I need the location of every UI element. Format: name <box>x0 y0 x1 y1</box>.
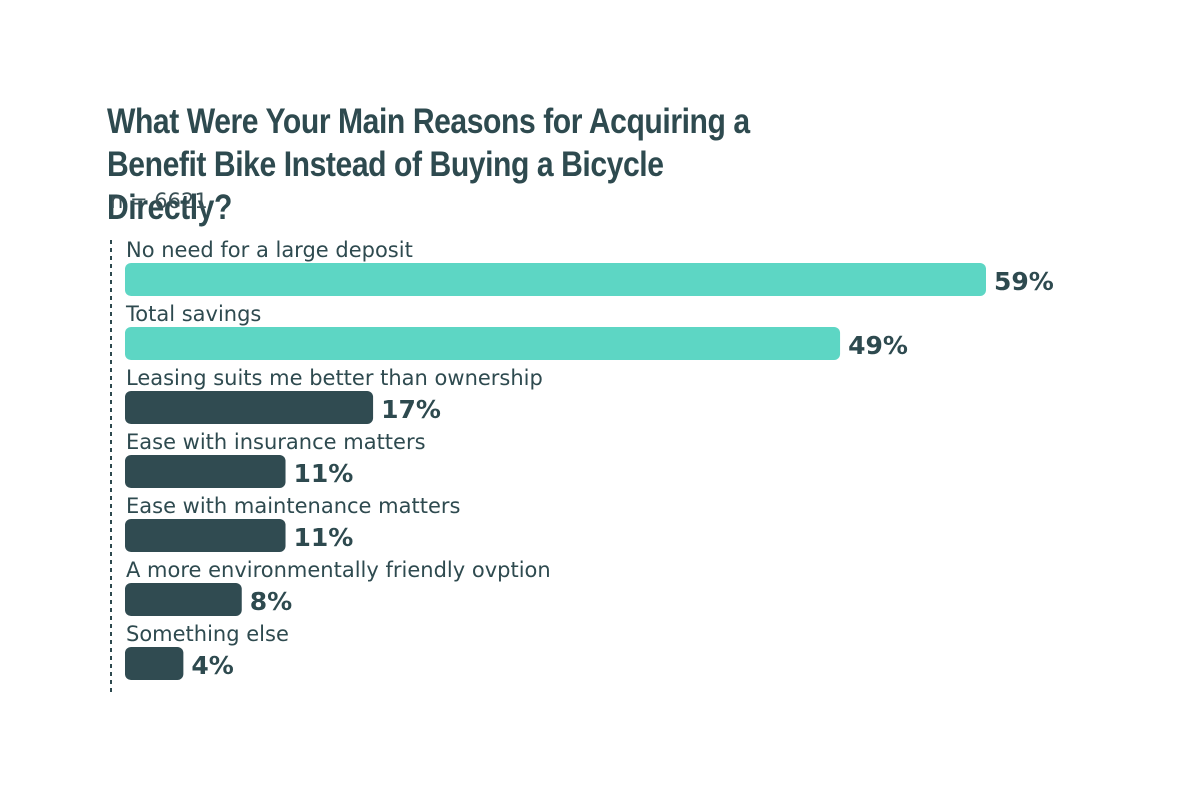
value-label: 8% <box>250 587 292 616</box>
category-label: Ease with maintenance matters <box>126 494 460 518</box>
value-label: 59% <box>994 267 1054 296</box>
value-label: 11% <box>294 459 354 488</box>
category-label: Ease with insurance matters <box>126 430 426 454</box>
bar <box>125 519 286 552</box>
bar <box>125 583 242 616</box>
bar <box>125 647 184 680</box>
value-label: 17% <box>381 395 441 424</box>
category-label: Something else <box>126 622 289 646</box>
chart-title: What Were Your Main Reasons for Acquirin… <box>107 102 750 227</box>
value-label: 11% <box>294 523 354 552</box>
bar <box>125 391 374 424</box>
bars-group: No need for a large deposit 59% Total savi… <box>125 238 1054 680</box>
bar <box>125 263 986 296</box>
category-label: A more environmentally friendly ovption <box>126 558 551 582</box>
bar <box>125 327 841 360</box>
category-label: Total savings <box>125 302 261 326</box>
bar <box>125 455 286 488</box>
category-label: No need for a large deposit <box>126 238 413 262</box>
category-label: Leasing suits me better than ownership <box>126 366 543 390</box>
sample-size-label: n = 6621 <box>110 189 208 213</box>
value-label: 49% <box>848 331 908 360</box>
value-label: 4% <box>191 651 233 680</box>
